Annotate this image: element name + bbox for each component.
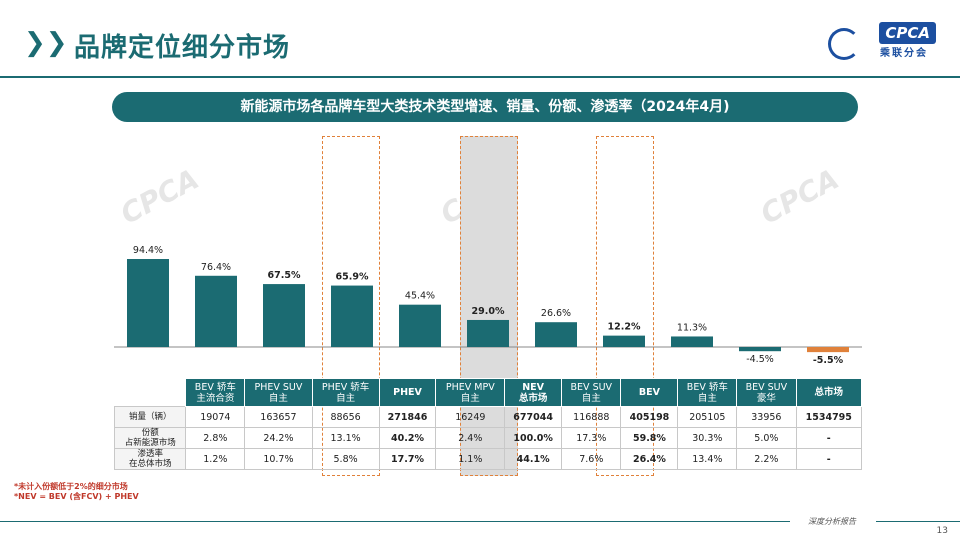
table-corner: [115, 379, 186, 407]
table-cell: 17.7%: [378, 448, 437, 470]
table-row-label: 销量（辆）: [113, 406, 187, 428]
table-header-cell: BEV SUV 自主: [561, 378, 622, 407]
chart-data-label: 76.4%: [201, 262, 231, 273]
table-row-label: 渗透率 在总体市场: [113, 448, 187, 470]
table-header-cell: PHEV MPV 自主: [435, 378, 506, 407]
table-cell: 163657: [244, 406, 313, 428]
chart-bar: [399, 304, 441, 347]
chart-data-label: 11.3%: [677, 322, 707, 333]
table-header-row: BEV 轿车 主流合资 PHEV SUV 自主 PHEV 轿车 自主 PHEV PHEV MP…: [115, 378, 863, 407]
footnote: *未计入份额低于2%的细分市场: [14, 482, 128, 491]
cpca-logo: CPCA 乘联分会: [828, 22, 936, 64]
logo-swirl-icon: [828, 28, 860, 60]
phev-column-outline: [322, 136, 380, 476]
chart-data-label: 65.9%: [336, 272, 369, 283]
table-header-cell: BEV 轿车 自主: [677, 378, 738, 407]
chart-data-label: 12.2%: [608, 322, 641, 333]
table-cell: 10.7%: [244, 448, 313, 470]
chart-bar: [603, 335, 645, 347]
table-cell: -: [795, 427, 863, 449]
chart-bar: [535, 322, 577, 347]
table-cell: 16249: [435, 406, 506, 428]
table-cell: 1.2%: [185, 448, 246, 470]
chart-data-label: 29.0%: [472, 306, 505, 317]
table-header-cell: PHEV: [378, 378, 437, 407]
table-cell: 2.8%: [185, 427, 246, 449]
chart-bar: [739, 347, 781, 352]
table-cell: 24.2%: [244, 427, 313, 449]
logo-text: CPCA: [879, 22, 936, 44]
table-header-cell: BEV SUV 豪华: [736, 378, 797, 407]
chart-data-label: 94.4%: [133, 245, 163, 256]
table-cell: 7.6%: [561, 448, 622, 470]
table-cell: -: [795, 448, 863, 470]
table-row: 份额 占新能源市场 2.8% 24.2% 13.1% 40.2% 2.4% 100.0% 17.…: [113, 427, 863, 449]
page-number: 13: [936, 526, 948, 536]
table-row: 渗透率 在总体市场 1.2% 10.7% 5.8% 17.7% 1.1% 44.1% 7.6% 2…: [113, 448, 863, 470]
table-header-cell: PHEV SUV 自主: [244, 378, 313, 407]
table-cell: 88656: [311, 406, 380, 428]
table-cell: 40.2%: [378, 427, 437, 449]
table-cell: 1.1%: [435, 448, 506, 470]
chevron-icon: ❯❯: [24, 28, 68, 58]
footnote: *NEV = BEV (含FCV) + PHEV: [14, 492, 139, 501]
table-cell: 19074: [185, 406, 246, 428]
table-cell: 1534795: [795, 406, 863, 428]
table-cell: 100.0%: [504, 427, 563, 449]
table-header-cell: NEV 总市场: [504, 378, 563, 407]
chart-data-label: 45.4%: [405, 291, 435, 302]
chart-bar: [195, 275, 237, 347]
table-header-cell: BEV: [620, 378, 679, 407]
table-cell: 5.8%: [311, 448, 380, 470]
header-divider: [0, 76, 960, 78]
table-header-cell: PHEV 轿车 自主: [311, 378, 380, 407]
chart-subtitle: 新能源市场各品牌车型大类技术类型增速、销量、份额、渗透率（2024年4月): [112, 92, 858, 122]
table-cell: 17.3%: [561, 427, 622, 449]
table-cell: 13.1%: [311, 427, 380, 449]
chart-bar: [807, 347, 849, 353]
table-cell: 44.1%: [504, 448, 563, 470]
report-label: 深度分析报告: [808, 517, 856, 526]
chart-bar: [331, 285, 373, 347]
table-cell: 116888: [561, 406, 622, 428]
table-cell: 33956: [736, 406, 797, 428]
chart-data-label: -4.5%: [746, 354, 774, 365]
table-cell: 2.2%: [736, 448, 797, 470]
chart-data-label: -5.5%: [813, 355, 844, 366]
table-cell: 13.4%: [677, 448, 738, 470]
table-cell: 5.0%: [736, 427, 797, 449]
page-title: 品牌定位细分市场: [74, 33, 291, 63]
chart-data-label: 67.5%: [268, 270, 301, 281]
table-header-cell: BEV 轿车 主流合资: [185, 378, 246, 407]
table-cell: 677044: [504, 406, 563, 428]
table-row-label: 份额 占新能源市场: [113, 427, 187, 449]
footer-divider: [876, 521, 960, 522]
table-cell: 26.4%: [620, 448, 679, 470]
table-cell: 205105: [677, 406, 738, 428]
chart-bar: [467, 319, 509, 347]
table-header-cell: 总市场: [795, 378, 863, 407]
bev-column-outline: [596, 136, 654, 476]
chart-data-label: 26.6%: [541, 308, 571, 319]
logo-subtext: 乘联分会: [880, 48, 928, 59]
table-cell: 59.8%: [620, 427, 679, 449]
table-cell: 30.3%: [677, 427, 738, 449]
data-table: BEV 轿车 主流合资 PHEV SUV 自主 PHEV 轿车 自主 PHEV PHEV MP…: [113, 378, 863, 470]
nev-column-outline: [460, 136, 518, 476]
chart-bar: [127, 259, 169, 347]
table-cell: 405198: [620, 406, 679, 428]
chart-bar: [263, 284, 305, 347]
footer-divider: [0, 521, 790, 522]
table-cell: 271846: [378, 406, 437, 428]
chart-bar: [671, 336, 713, 347]
table-row: 销量（辆） 19074 163657 88656 271846 16249 677044 11…: [113, 406, 863, 428]
table-cell: 2.4%: [435, 427, 506, 449]
